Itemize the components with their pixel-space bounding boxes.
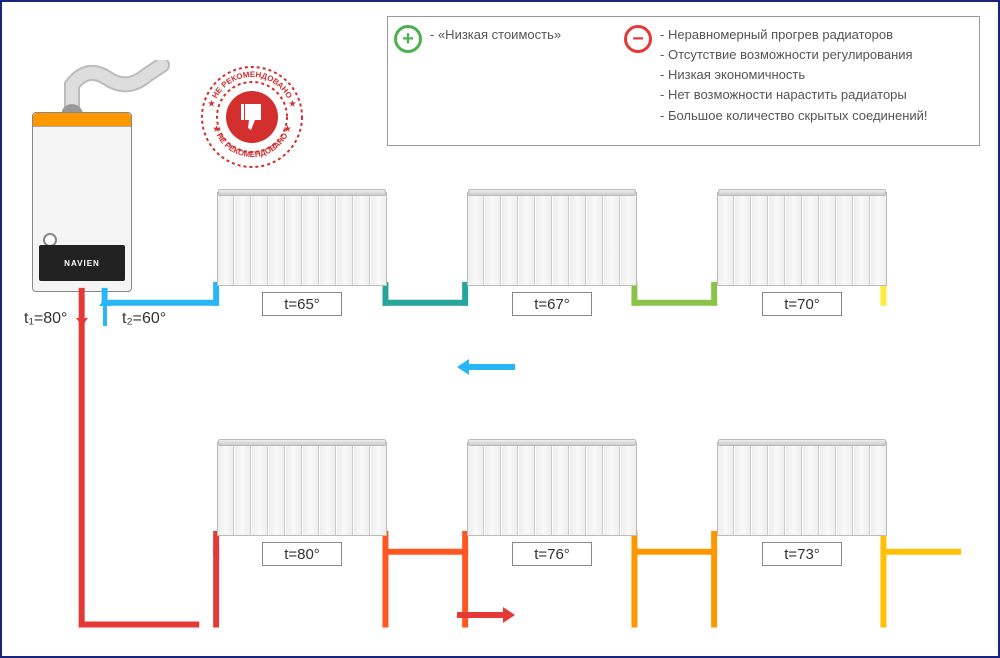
return-flow-arrow xyxy=(457,359,515,375)
supply-flow-arrow xyxy=(457,607,515,623)
radiator-temp-tag: t=65° xyxy=(262,292,342,316)
radiator-temp-tag: t=76° xyxy=(512,542,592,566)
boiler: NAVIEN xyxy=(32,112,132,292)
radiator-bot-0: t=80° xyxy=(217,442,387,557)
not-recommended-stamp: ★ НЕ РЕКОМЕНДОВАНО ★ ★ НЕ РЕКОМЕНДОВАНО … xyxy=(197,62,307,172)
con-item: Отсутствие возможности регулирования xyxy=(660,45,928,65)
con-item: Большое количество скрытых соединений! xyxy=(660,106,928,126)
boiler-top-strip xyxy=(33,113,131,127)
radiator-top-2: t=70° xyxy=(717,192,887,307)
radiator-temp-tag: t=67° xyxy=(512,292,592,316)
con-item: Неравномерный прогрев радиаторов xyxy=(660,25,928,45)
radiator-temp-tag: t=80° xyxy=(262,542,342,566)
legend-pros: + «Низкая стоимость» xyxy=(394,25,624,137)
plus-icon: + xyxy=(394,25,422,53)
cons-list: Неравномерный прогрев радиаторов Отсутст… xyxy=(660,25,928,126)
diagram-frame: + «Низкая стоимость» − Неравномерный про… xyxy=(0,0,1000,658)
radiator-top-1: t=67° xyxy=(467,192,637,307)
radiator-temp-tag: t=73° xyxy=(762,542,842,566)
supply-temp-label: t₁=80° xyxy=(24,310,67,328)
return-temp-label: t₂=60° xyxy=(122,310,166,328)
return-arrow-up xyxy=(100,298,110,326)
radiator-top-0: t=65° xyxy=(217,192,387,307)
con-item: Низкая экономичность xyxy=(660,65,928,85)
minus-icon: − xyxy=(624,25,652,53)
radiator-temp-tag: t=70° xyxy=(762,292,842,316)
legend-cons: − Неравномерный прогрев радиаторов Отсут… xyxy=(624,25,973,137)
con-item: Нет возможности нарастить радиаторы xyxy=(660,85,928,105)
pros-list: «Низкая стоимость» xyxy=(430,25,561,45)
legend-box: + «Низкая стоимость» − Неравномерный про… xyxy=(387,16,980,146)
radiator-bot-2: t=73° xyxy=(717,442,887,557)
radiator-bot-1: t=76° xyxy=(467,442,637,557)
boiler-flue xyxy=(62,60,172,120)
boiler-brand-panel: NAVIEN xyxy=(39,245,125,281)
pro-item: «Низкая стоимость» xyxy=(430,25,561,45)
supply-arrow-down xyxy=(77,298,87,326)
